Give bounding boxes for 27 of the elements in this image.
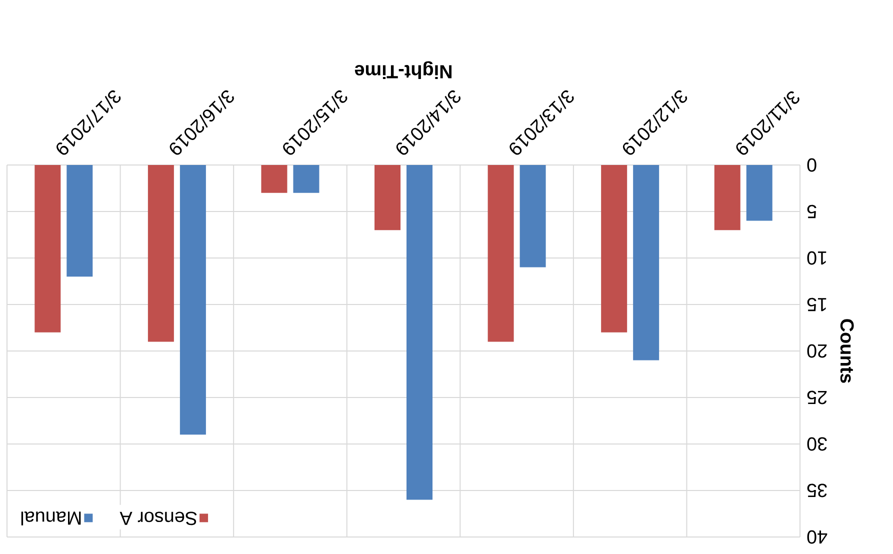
y-tick-label: 30 [807, 437, 827, 451]
x-axis-title: Night-Time [354, 61, 452, 79]
legend-label: Sensor A [120, 512, 197, 526]
bar [34, 164, 61, 332]
bar [488, 164, 514, 342]
legend-label: Manual [21, 511, 81, 526]
bar [261, 164, 288, 193]
bar [66, 164, 93, 277]
y-tick-label: 5 [807, 204, 816, 218]
bar [406, 164, 433, 500]
bar [374, 164, 401, 230]
bar [520, 164, 546, 268]
bar [746, 164, 772, 221]
y-tick-label: 0 [807, 158, 816, 172]
bar [148, 164, 174, 342]
bar [714, 164, 740, 230]
bar [633, 164, 660, 360]
y-tick-label: 20 [807, 344, 827, 358]
y-tick-label: 40 [807, 530, 828, 544]
y-tick-label: 25 [807, 390, 827, 404]
y-tick-label: 35 [807, 484, 827, 498]
y-tick-label: 10 [807, 251, 826, 265]
y-tick-label: 15 [807, 298, 826, 312]
bar [293, 164, 320, 193]
y-axis-title: Counts [840, 319, 854, 383]
bar [180, 164, 206, 435]
bar [601, 164, 628, 332]
